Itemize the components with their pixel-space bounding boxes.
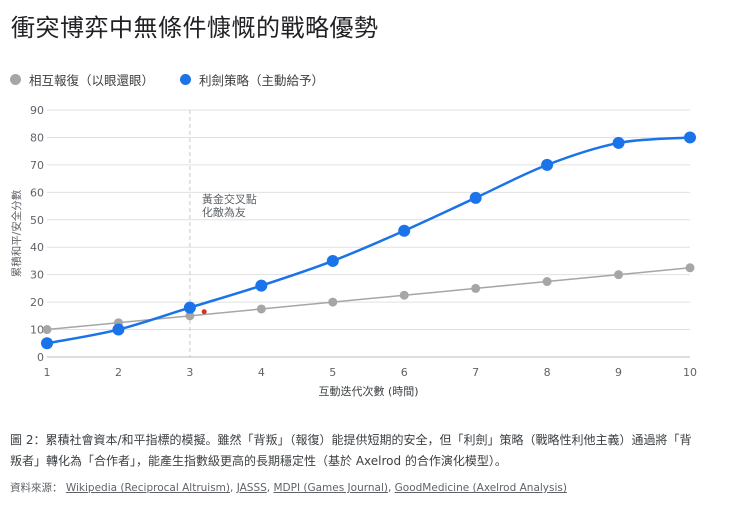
legend-item-retaliation[interactable]: 相互報復（以眼還眼） xyxy=(10,70,154,89)
x-tick-label: 2 xyxy=(115,366,122,379)
y-tick-label: 0 xyxy=(37,351,44,364)
annotation-text: 化敵為友 xyxy=(202,205,246,219)
data-point xyxy=(612,136,625,149)
x-axis-label: 互動迭代次數 (時間) xyxy=(318,384,418,398)
y-tick-label: 80 xyxy=(30,131,44,144)
x-tick-label: 9 xyxy=(615,366,622,379)
data-point xyxy=(542,277,552,287)
y-tick-label: 40 xyxy=(30,241,44,254)
data-point xyxy=(614,270,624,280)
source-link[interactable]: JASSS xyxy=(236,482,267,494)
data-point xyxy=(685,263,695,273)
sources-label: 資料來源： xyxy=(10,482,63,494)
data-point xyxy=(326,254,339,267)
y-tick-label: 60 xyxy=(30,186,44,199)
legend-label: 相互報復（以眼還眼） xyxy=(29,73,155,88)
data-point xyxy=(541,158,554,171)
legend-label: 利劍策略（主動給予） xyxy=(199,73,325,88)
legend: 相互報復（以眼還眼） 利劍策略（主動給予） xyxy=(10,70,324,89)
source-link[interactable]: Wikipedia (Reciprocal Altruism) xyxy=(65,482,230,494)
data-point xyxy=(256,304,266,314)
caption-line: 叛者」轉化為「合作者」，能產生指數級更高的長期穩定性（基於 Axelrod 的合… xyxy=(10,454,507,468)
y-tick-label: 90 xyxy=(30,104,44,117)
data-point xyxy=(469,191,482,204)
line-chart: 0 10 20 30 40 50 60 70 80 90 1 2 3 4 5 6 7 8 9 10 互動迭代次數 (時間… xyxy=(10,104,697,398)
y-tick-label: 10 xyxy=(30,324,44,337)
data-point xyxy=(42,325,52,335)
data-point xyxy=(684,131,696,144)
x-tick-label: 8 xyxy=(544,366,551,379)
y-tick-label: 50 xyxy=(30,214,44,227)
sources: 資料來源： Wikipedia (Reciprocal Altruism), J… xyxy=(10,482,567,494)
x-tick-label: 1 xyxy=(44,366,51,379)
annotation-text: 黃金交叉點 xyxy=(202,192,257,206)
red-marker xyxy=(201,309,207,315)
legend-marker xyxy=(180,74,192,85)
data-point xyxy=(183,301,196,314)
x-tick-label: 4 xyxy=(258,366,265,379)
data-point xyxy=(399,290,409,300)
legend-item-sword[interactable]: 利劍策略（主動給予） xyxy=(180,70,324,89)
source-link[interactable]: GoodMedicine (Axelrod Analysis) xyxy=(394,482,567,494)
data-point xyxy=(112,323,125,336)
y-axis-label: 累積和平/安全分數 xyxy=(10,189,23,277)
source-link[interactable]: MDPI (Games Journal) xyxy=(273,482,388,494)
y-tick-label: 20 xyxy=(30,296,44,309)
legend-marker xyxy=(10,74,21,85)
x-tick-label: 10 xyxy=(683,366,697,379)
y-tick-label: 30 xyxy=(30,269,44,282)
page-title: 衝突博弈中無條件慷慨的戰略優勢 xyxy=(11,14,379,42)
y-tick-label: 70 xyxy=(30,159,44,172)
x-tick-label: 5 xyxy=(329,366,336,379)
x-tick-label: 6 xyxy=(401,366,408,379)
data-point xyxy=(398,224,411,237)
series-line xyxy=(46,136,691,345)
x-tick-label: 3 xyxy=(186,366,193,379)
data-point xyxy=(255,279,268,292)
x-tick-label: 7 xyxy=(472,366,479,379)
data-point xyxy=(185,311,195,321)
data-point xyxy=(328,297,338,307)
data-point xyxy=(41,337,53,350)
caption-line: 圖 2：累積社會資本/和平指標的模擬。雖然「背叛」（報復）能提供短期的安全，但「… xyxy=(10,433,692,447)
series-line xyxy=(46,267,691,331)
data-point xyxy=(471,283,481,293)
figure-caption: 圖 2：累積社會資本/和平指標的模擬。雖然「背叛」（報復）能提供短期的安全，但「… xyxy=(10,430,730,472)
